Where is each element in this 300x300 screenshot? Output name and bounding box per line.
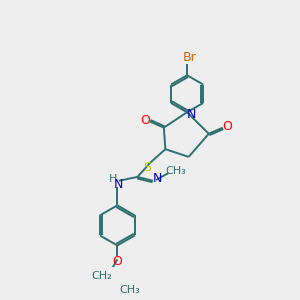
Text: N: N	[187, 108, 196, 121]
Text: S: S	[143, 161, 151, 174]
Text: O: O	[222, 120, 232, 134]
Text: N: N	[153, 172, 162, 185]
Text: CH₃: CH₃	[119, 285, 140, 295]
Text: Br: Br	[182, 51, 196, 64]
Text: N: N	[113, 178, 123, 191]
Text: H: H	[109, 174, 117, 184]
Text: O: O	[140, 114, 150, 127]
Text: CH₂: CH₂	[92, 271, 112, 281]
Text: O: O	[112, 255, 122, 268]
Text: CH₃: CH₃	[166, 166, 187, 176]
